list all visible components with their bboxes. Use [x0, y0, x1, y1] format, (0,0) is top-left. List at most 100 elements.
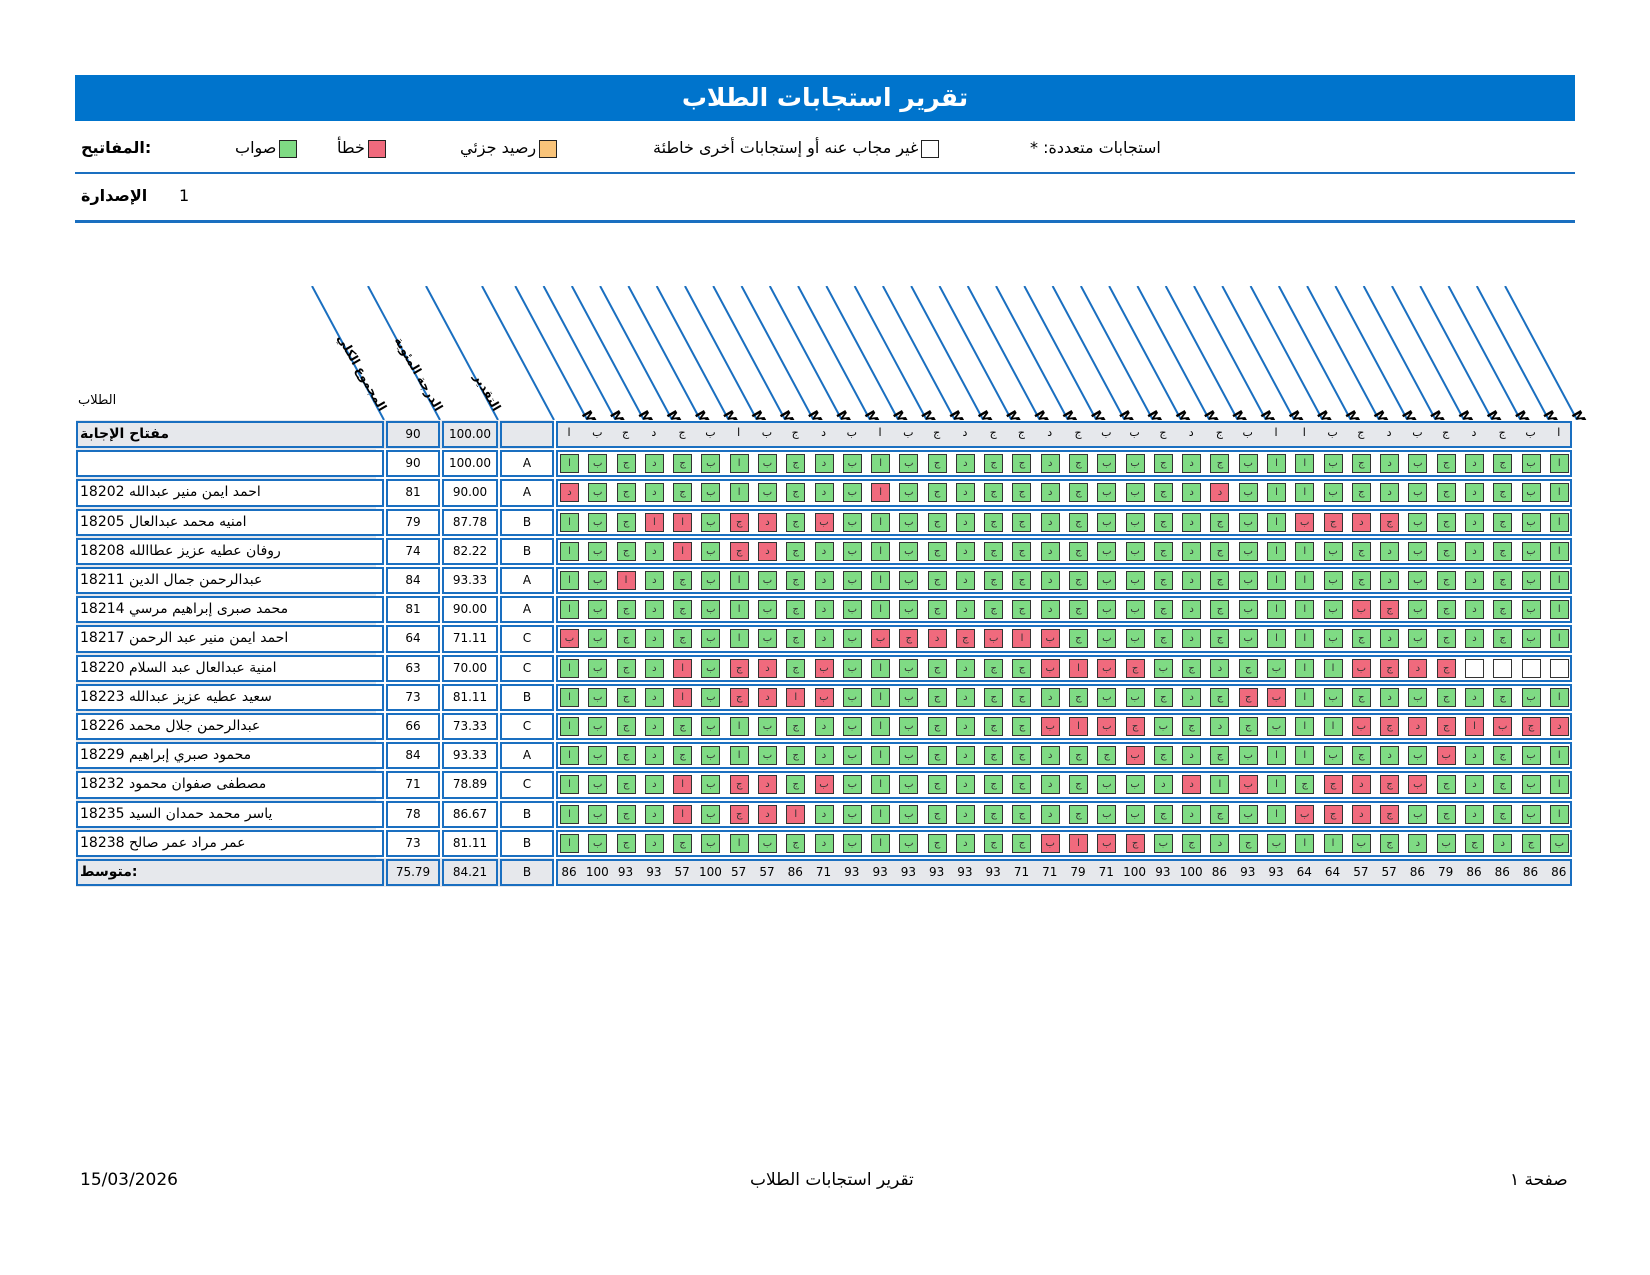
- response-cell: ب: [701, 512, 721, 532]
- response-cell: ب: [1267, 717, 1286, 736]
- response-cell: ج: [729, 512, 749, 532]
- response-cell: ج: [1153, 571, 1173, 590]
- response-cell: ا: [1549, 629, 1569, 649]
- response-cell: ا: [871, 687, 891, 707]
- grade: C: [522, 777, 532, 792]
- response-cell: ب: [588, 483, 608, 503]
- response-cell: ج: [1351, 687, 1371, 707]
- response-cell: ب: [1097, 629, 1117, 649]
- response-cell: ج: [1012, 454, 1032, 474]
- response-cell: د: [814, 483, 834, 503]
- response-cell: ا: [1549, 746, 1569, 766]
- response-cell: ج: [616, 512, 636, 532]
- response-cell: ب: [899, 717, 919, 736]
- response-cell: ب: [1408, 571, 1428, 590]
- response-cell: ا: [1549, 804, 1569, 824]
- average-cell: 57: [674, 865, 690, 879]
- answer-key-cell: ا: [1302, 426, 1306, 439]
- average-cell: 93: [646, 865, 662, 879]
- grade: A: [522, 456, 532, 471]
- response-cell: ا: [1267, 571, 1286, 590]
- cell-border: [556, 625, 1572, 653]
- response-cell: ج: [616, 717, 636, 736]
- response-cell: د: [955, 833, 975, 853]
- response-cell: ا: [1069, 658, 1089, 678]
- response-cell: ب: [701, 687, 721, 707]
- response-cell: ا: [729, 600, 749, 620]
- response-cell: ا: [1267, 746, 1286, 766]
- response-cell: ب: [757, 629, 777, 649]
- response-cell: د: [1040, 600, 1060, 620]
- response-cell: ب: [1238, 483, 1258, 503]
- cell-border: [76, 508, 384, 536]
- answer-key-label: مفتاح الإجابة: [80, 426, 169, 442]
- response-cell: ب: [588, 687, 608, 707]
- cell-border: [386, 742, 440, 770]
- cell-border: [442, 829, 498, 857]
- response-cell: ج: [786, 541, 806, 561]
- average-cell: 57: [731, 865, 747, 879]
- legend-keys-label: المفاتيح:: [81, 138, 152, 157]
- response-cell: ج: [927, 717, 947, 736]
- wrong-swatch-icon: [367, 139, 386, 158]
- response-cell: د: [955, 600, 975, 620]
- total-score: 63: [405, 660, 421, 675]
- response-cell: ج: [729, 658, 749, 678]
- response-cell: ب: [1097, 483, 1117, 503]
- response-cell: ا: [871, 454, 891, 474]
- grade-header: التقدير: [470, 370, 503, 413]
- response-cell: ج: [984, 717, 1004, 736]
- response-cell: ب: [1408, 541, 1428, 561]
- average-cell: 64: [1296, 865, 1312, 879]
- average-cell: 93: [928, 865, 945, 879]
- grade: A: [522, 485, 532, 500]
- response-cell: د: [644, 541, 664, 561]
- cell-border: [442, 742, 498, 770]
- response-cell: ج: [673, 454, 693, 474]
- response-cell: ب: [1521, 512, 1541, 532]
- response-cell: ا: [1295, 541, 1315, 561]
- response-cell: ج: [1012, 746, 1032, 766]
- response-cell: ب: [1267, 658, 1286, 678]
- response-cell: ا: [673, 804, 693, 824]
- response-cell: ب: [1097, 804, 1117, 824]
- response-cell: د: [644, 687, 664, 707]
- student-name: 18214 محمد صبرى إبراهيم مرسي: [80, 601, 289, 618]
- response-cell: د: [1182, 541, 1202, 561]
- cell-border: [442, 596, 498, 624]
- response-cell: ج: [984, 833, 1004, 853]
- response-cell: ج: [1380, 804, 1400, 824]
- response-cell: ا: [1069, 717, 1089, 736]
- response-cell: ج: [1380, 717, 1400, 736]
- response-cell: ا: [871, 483, 891, 503]
- header-divider: [542, 286, 617, 420]
- response-cell: ج: [1069, 571, 1089, 590]
- legend-unanswered-label: غير مجاب عنه أو إستجابات أخرى خاطئة: [653, 138, 919, 157]
- cell-border: [500, 596, 554, 624]
- response-cell: ب: [814, 775, 834, 795]
- grade: A: [522, 602, 532, 617]
- response-cell: ج: [1436, 512, 1456, 532]
- response-cell: ب: [1521, 483, 1541, 503]
- response-cell: ب: [1493, 717, 1513, 736]
- cell-border: [556, 829, 1572, 857]
- response-cell: ج: [1493, 600, 1513, 620]
- cell-border: [76, 537, 384, 565]
- response-cell: ب: [1040, 717, 1060, 736]
- grade: B: [522, 689, 532, 704]
- response-cell: ج: [1182, 658, 1202, 678]
- header-divider: [995, 286, 1069, 420]
- average-cell: 86: [1522, 865, 1539, 879]
- average-cell: 93: [1268, 865, 1284, 879]
- response-cell: د: [814, 833, 834, 853]
- response-cell: ب: [814, 687, 834, 707]
- student-name: 18232 مصطفى صفوان محمود: [80, 776, 267, 793]
- average-cell: 93: [872, 865, 888, 879]
- answer-key-cell: د: [1386, 426, 1392, 439]
- response-cell: ج: [786, 746, 806, 766]
- response-cell: ب: [1323, 571, 1343, 590]
- response-cell: ب: [1323, 629, 1343, 649]
- response-cell: د: [1153, 775, 1173, 795]
- response-cell: ج: [927, 833, 947, 853]
- response-cell: ج: [1125, 717, 1145, 736]
